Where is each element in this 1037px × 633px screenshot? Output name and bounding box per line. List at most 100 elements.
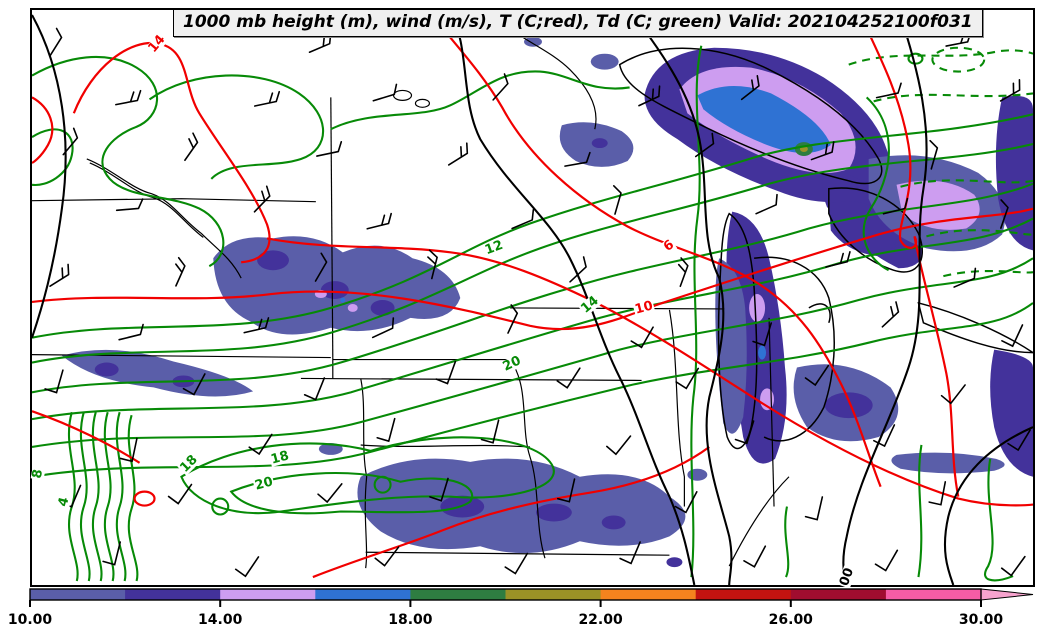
wind-barb xyxy=(882,197,909,215)
wind-barb xyxy=(507,304,519,334)
colorbar-segment xyxy=(410,589,506,600)
wind-barb xyxy=(374,546,400,567)
colorbar-segment xyxy=(315,589,411,600)
wind-barb xyxy=(492,73,509,101)
wind-barb xyxy=(119,437,138,463)
wind-barb xyxy=(874,549,899,572)
wind-barb xyxy=(234,556,260,578)
wind-barb xyxy=(638,85,661,107)
colorbar-segment xyxy=(885,589,982,600)
wind-barb xyxy=(1001,324,1024,348)
wind-barb xyxy=(62,127,79,156)
wind-barb xyxy=(606,435,632,456)
wind-barb xyxy=(167,483,193,505)
wind-barb xyxy=(881,301,900,328)
wind-barb xyxy=(371,317,395,339)
wind-barbs xyxy=(44,27,1031,578)
wind-barb xyxy=(427,249,438,280)
wind-barb xyxy=(953,267,977,288)
wind-barb xyxy=(674,491,698,514)
wind-barb xyxy=(825,251,851,268)
colorbar-segment xyxy=(505,589,602,600)
wind-barb xyxy=(49,27,63,57)
colorbar-tick-label: 14.00 xyxy=(198,612,243,628)
wind-barb xyxy=(376,417,396,443)
wind-barb xyxy=(873,424,896,448)
wind-barb xyxy=(59,484,82,508)
wind-barb xyxy=(480,419,500,444)
wind-barb xyxy=(999,79,1021,102)
wind-barb xyxy=(303,377,326,401)
wind-barb xyxy=(875,82,902,99)
colorbar-segment xyxy=(125,589,221,600)
wind-barb xyxy=(694,132,715,158)
dewpoint-contours-dashed xyxy=(848,46,1033,278)
wind-barb xyxy=(569,256,587,283)
height-contours xyxy=(32,10,1033,585)
wind-barb xyxy=(366,212,392,230)
wind-barb xyxy=(317,483,343,504)
wind-barb xyxy=(182,373,206,396)
wind-barb xyxy=(175,256,186,287)
wind-barb xyxy=(810,141,835,161)
colorbar-outline xyxy=(29,588,982,601)
colorbar-arrow xyxy=(980,588,1034,601)
wind-barb xyxy=(49,263,70,287)
colorbar-segment xyxy=(600,589,697,600)
wind-barb xyxy=(248,433,273,456)
wind-barb xyxy=(253,185,271,213)
colorbar-segment xyxy=(220,589,316,600)
chart-title-text: 1000 mb height (m), wind (m/s), T (C;red… xyxy=(183,12,973,32)
colorbar-segment xyxy=(30,589,126,600)
wind-barb xyxy=(372,83,398,102)
colorbar-tick-label: 10.00 xyxy=(8,612,53,628)
wind-barb xyxy=(630,326,654,349)
wind-barb xyxy=(619,541,641,565)
colorbar-tick-label: 30.00 xyxy=(959,612,1004,628)
colorbar-segment xyxy=(695,589,792,600)
dewpoint-contours xyxy=(32,45,1033,582)
wind-barb xyxy=(804,364,830,387)
colorbar-tick-label: 18.00 xyxy=(388,612,433,628)
wind-barb xyxy=(740,75,760,101)
wind-barb xyxy=(1000,555,1026,577)
chart-title: 1000 mb height (m), wind (m/s), T (C;red… xyxy=(173,9,983,38)
colorbar: 10.00 14.00 18.00 22.00 26.00 30.00 xyxy=(8,588,1034,628)
wind-barb xyxy=(184,132,199,162)
map-plot-area: 14 6 10 12 14 20 18 18 20 8 4 00 1000 mb height (m)… xyxy=(30,8,1035,589)
wind-barb xyxy=(755,193,778,215)
wind-barb xyxy=(928,481,947,506)
temperature-contours xyxy=(32,10,1033,579)
map-canvas xyxy=(32,10,1033,585)
wind-barb xyxy=(314,252,328,282)
wind-barb xyxy=(115,198,144,212)
wind-barb xyxy=(447,142,469,166)
wind-barb xyxy=(243,317,270,334)
wind-barb xyxy=(511,208,535,230)
state-borders xyxy=(32,19,790,569)
wind-barb xyxy=(564,151,591,167)
wind-barb xyxy=(1000,199,1009,229)
wind-barb xyxy=(804,496,824,521)
wind-barb xyxy=(115,89,142,106)
wind-barb xyxy=(929,139,939,170)
wind-barb xyxy=(743,545,767,568)
wind-barb xyxy=(556,367,581,389)
wind-barb xyxy=(1007,429,1031,452)
wind-barb xyxy=(612,185,622,215)
colorbar-tick-label: 22.00 xyxy=(578,612,623,628)
wind-barb xyxy=(504,552,529,575)
wind-barb xyxy=(556,478,576,503)
shaded-dewpoint-fills xyxy=(61,36,1033,568)
wind-barb xyxy=(44,369,64,394)
wind-barb xyxy=(752,322,773,347)
wind-barb xyxy=(940,384,966,405)
colorbar-segment xyxy=(790,589,887,600)
wind-barb xyxy=(118,323,144,341)
wind-barb xyxy=(675,367,700,390)
colorbar-tick-label: 26.00 xyxy=(769,612,814,628)
wind-barb xyxy=(734,420,755,445)
wind-barb xyxy=(254,90,281,107)
wind-barb xyxy=(435,360,457,385)
